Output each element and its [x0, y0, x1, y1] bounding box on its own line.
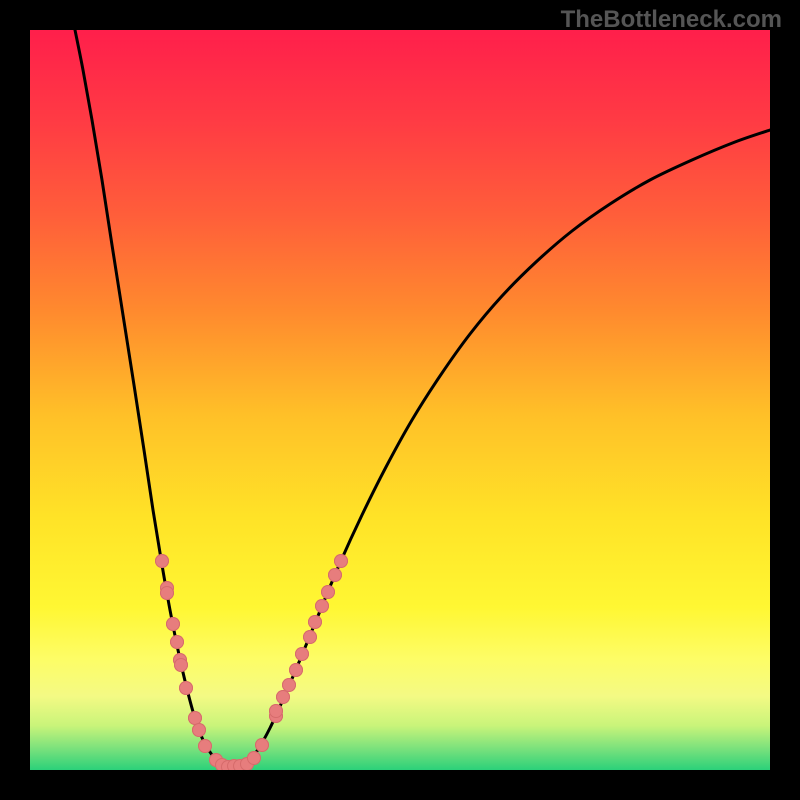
- data-marker: [179, 681, 193, 695]
- data-marker: [255, 738, 269, 752]
- data-marker: [170, 635, 184, 649]
- data-marker: [308, 615, 322, 629]
- data-marker: [315, 599, 329, 613]
- data-marker: [282, 678, 296, 692]
- data-marker: [192, 723, 206, 737]
- data-marker: [198, 739, 212, 753]
- data-marker: [328, 568, 342, 582]
- data-marker: [334, 554, 348, 568]
- data-marker: [269, 704, 283, 718]
- data-marker: [174, 658, 188, 672]
- data-marker: [160, 586, 174, 600]
- data-marker: [321, 585, 335, 599]
- watermark-text: TheBottleneck.com: [561, 6, 782, 34]
- data-marker: [166, 617, 180, 631]
- data-marker: [303, 630, 317, 644]
- data-marker: [276, 690, 290, 704]
- data-marker: [289, 663, 303, 677]
- plot-area: [30, 30, 770, 770]
- marker-layer: [30, 30, 770, 770]
- data-marker: [155, 554, 169, 568]
- data-marker: [295, 647, 309, 661]
- chart-frame: TheBottleneck.com: [0, 0, 800, 800]
- data-marker: [247, 751, 261, 765]
